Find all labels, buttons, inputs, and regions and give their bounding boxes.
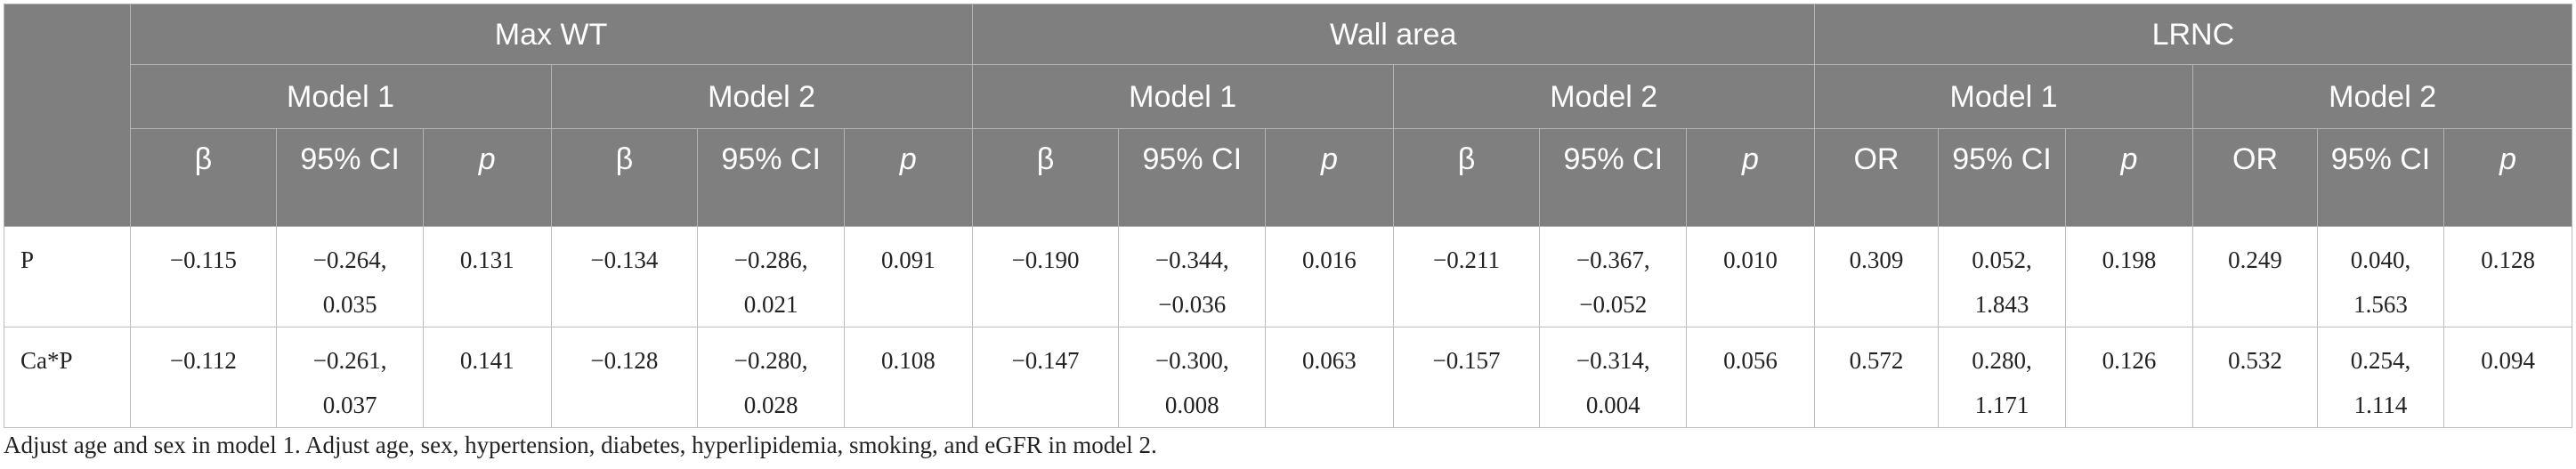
column-header-p: p (1686, 128, 1815, 227)
column-header-ci: 95% CI (2316, 128, 2445, 227)
table-cell: 0.128 (2443, 226, 2572, 327)
model-header: Model 2 (550, 64, 973, 129)
column-header-or: OR (2192, 128, 2318, 227)
column-header-beta: β (1392, 128, 1541, 227)
column-header-p: p (1265, 128, 1394, 227)
table-cell: −0.286, 0.021 (697, 226, 846, 327)
column-header-ci: 95% CI (1938, 128, 2066, 227)
table-cell: 0.131 (423, 226, 552, 327)
column-header-or: OR (1813, 128, 1940, 227)
table-cell: −0.344, −0.036 (1118, 226, 1267, 327)
group-header-row: Max WT Wall area LRNC (4, 4, 2573, 227)
table-cell: 0.572 (1813, 327, 1940, 428)
table-cell: 0.056 (1686, 327, 1815, 428)
table-cell: −0.157 (1392, 327, 1541, 428)
table-row: Ca*P −0.112 −0.261, 0.037 0.141 −0.128 −0.280… (4, 327, 2572, 428)
column-header-beta: β (129, 128, 278, 227)
table-cell: −0.261, 0.037 (276, 327, 424, 428)
table-cell: −0.314, 0.004 (1539, 327, 1688, 428)
table-cell: −0.280, 0.028 (697, 327, 846, 428)
table-cell: 0.532 (2192, 327, 2318, 428)
table-cell: 0.052, 1.843 (1938, 226, 2066, 327)
column-header-row: β 95% CI p β 95% CI p β 95% CI p β 95% C… (4, 128, 2572, 227)
model-header-row: Model 1 Model 2 Model 1 Model 2 Model 1 … (4, 64, 2572, 129)
table-cell: −0.128 (550, 327, 699, 428)
model-header: Model 2 (1392, 64, 1815, 129)
table-cell: 0.063 (1265, 327, 1394, 428)
group-header-max-wt: Max WT (129, 4, 973, 65)
table-cell: 0.141 (423, 327, 552, 428)
row-label: Ca*P (4, 327, 131, 428)
table-cell: 0.254, 1.114 (2316, 327, 2445, 428)
table-cell: 0.198 (2064, 226, 2194, 327)
corner-cell (4, 4, 131, 227)
results-table: Max WT Wall area LRNC Model 1 Model 2 Mo… (4, 4, 2573, 428)
table-cell: −0.112 (129, 327, 278, 428)
column-header-ci: 95% CI (1118, 128, 1267, 227)
column-header-beta: β (971, 128, 1120, 227)
column-header-p: p (423, 128, 552, 227)
column-header-beta: β (550, 128, 699, 227)
column-header-p: p (2443, 128, 2572, 227)
model-header: Model 1 (971, 64, 1394, 129)
table-cell: 0.091 (844, 226, 973, 327)
table-cell: 0.309 (1813, 226, 1940, 327)
table-cell: 0.010 (1686, 226, 1815, 327)
table-footnote: Adjust age and sex in model 1. Adjust ag… (4, 432, 1157, 458)
model-header: Model 1 (129, 64, 552, 129)
table-body: P −0.115 −0.264, 0.035 0.131 −0.134 −0.286, 0… (4, 226, 2572, 428)
table-cell: −0.147 (971, 327, 1120, 428)
table-cell: −0.264, 0.035 (276, 226, 424, 327)
table-cell: −0.367, −0.052 (1539, 226, 1688, 327)
column-header-ci: 95% CI (1539, 128, 1688, 227)
model-header: Model 2 (2192, 64, 2572, 129)
table-cell: −0.300, 0.008 (1118, 327, 1267, 428)
table-cell: 0.280, 1.171 (1938, 327, 2066, 428)
table-cell: 0.040, 1.563 (2316, 226, 2445, 327)
table-cell: 0.094 (2443, 327, 2572, 428)
table-row: P −0.115 −0.264, 0.035 0.131 −0.134 −0.286, 0… (4, 226, 2572, 327)
table-cell: −0.134 (550, 226, 699, 327)
column-header-p: p (2064, 128, 2194, 227)
row-label: P (4, 226, 131, 327)
table-cell: −0.115 (129, 226, 278, 327)
table-cell: −0.190 (971, 226, 1120, 327)
column-header-p: p (844, 128, 973, 227)
model-header: Model 1 (1813, 64, 2194, 129)
group-header-wall-area: Wall area (971, 4, 1815, 65)
table-header: Max WT Wall area LRNC Model 1 Model 2 Mo… (4, 4, 2573, 227)
table-cell: 0.108 (844, 327, 973, 428)
column-header-ci: 95% CI (697, 128, 846, 227)
column-header-ci: 95% CI (276, 128, 424, 227)
group-header-lrnc: LRNC (1813, 4, 2573, 65)
table-cell: −0.211 (1392, 226, 1541, 327)
table-cell: 0.126 (2064, 327, 2194, 428)
table-cell: 0.016 (1265, 226, 1394, 327)
table-cell: 0.249 (2192, 226, 2318, 327)
